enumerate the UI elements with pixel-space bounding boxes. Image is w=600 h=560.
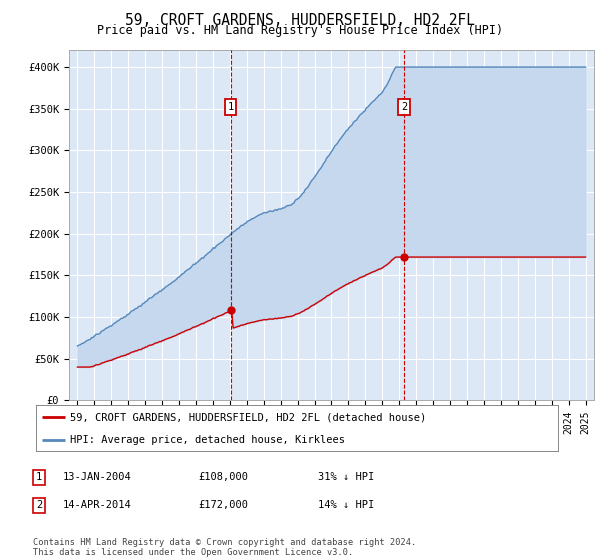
Text: Contains HM Land Registry data © Crown copyright and database right 2024.
This d: Contains HM Land Registry data © Crown c… <box>33 538 416 557</box>
Text: 13-JAN-2004: 13-JAN-2004 <box>63 472 132 482</box>
Text: £172,000: £172,000 <box>198 500 248 510</box>
Text: HPI: Average price, detached house, Kirklees: HPI: Average price, detached house, Kirk… <box>70 435 345 445</box>
Text: £108,000: £108,000 <box>198 472 248 482</box>
Text: 59, CROFT GARDENS, HUDDERSFIELD, HD2 2FL (detached house): 59, CROFT GARDENS, HUDDERSFIELD, HD2 2FL… <box>70 412 426 422</box>
Text: 59, CROFT GARDENS, HUDDERSFIELD, HD2 2FL: 59, CROFT GARDENS, HUDDERSFIELD, HD2 2FL <box>125 13 475 28</box>
Text: 31% ↓ HPI: 31% ↓ HPI <box>318 472 374 482</box>
Text: 2: 2 <box>401 102 407 112</box>
Text: 14-APR-2014: 14-APR-2014 <box>63 500 132 510</box>
Text: 1: 1 <box>36 472 42 482</box>
Text: 2: 2 <box>36 500 42 510</box>
Text: 14% ↓ HPI: 14% ↓ HPI <box>318 500 374 510</box>
Text: Price paid vs. HM Land Registry's House Price Index (HPI): Price paid vs. HM Land Registry's House … <box>97 24 503 37</box>
Text: 1: 1 <box>227 102 233 112</box>
